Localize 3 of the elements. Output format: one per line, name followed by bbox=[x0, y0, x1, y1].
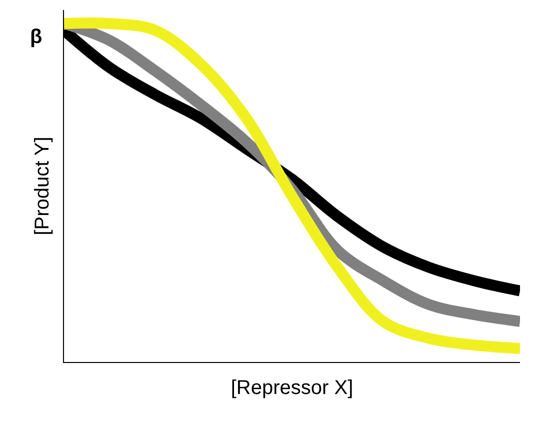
text: β bbox=[30, 26, 42, 48]
x-axis-title: [Repressor X] bbox=[230, 376, 354, 399]
y-axis-title: [Product Y] bbox=[32, 136, 54, 236]
